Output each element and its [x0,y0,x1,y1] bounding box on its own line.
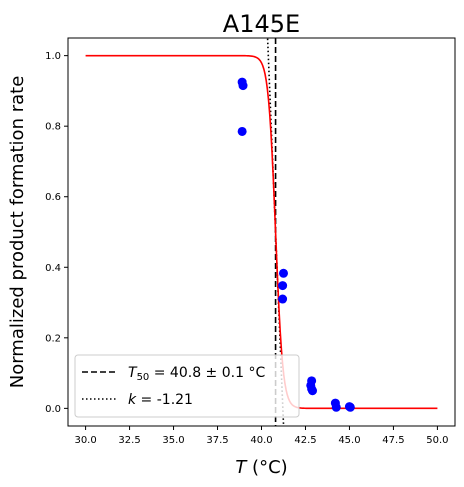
x-tick-label: 32.5 [118,435,140,446]
legend-box [74,354,300,418]
data-point [237,126,247,136]
x-tick-label: 47.5 [382,435,404,446]
chart-title: A145E [223,10,300,38]
legend-label-t50: T50 = 40.8 ± 0.1 °C [128,365,265,383]
data-points [237,77,355,412]
y-axis-label: Normalized product formation rate [7,76,28,389]
y-tick-label: 0.4 [45,263,61,274]
fit-curve [85,54,438,410]
x-axis-ticks: 30.0 32.5 35.0 37.5 40.0 42.5 45.0 47.5 50.0 [74,426,449,446]
y-tick-label: 0.2 [45,333,61,344]
data-point [238,81,248,91]
y-tick-label: 0.0 [45,404,61,415]
y-tick-label: 0.6 [45,192,61,203]
legend: T50 = 40.8 ± 0.1 °C k = -1.21 [74,354,300,418]
x-tick-label: 30.0 [74,435,96,446]
data-point [308,386,318,396]
y-axis-ticks: 0.0 0.2 0.4 0.6 0.8 1.0 [45,51,68,415]
x-tick-label: 45.0 [338,435,360,446]
legend-label-k: k = -1.21 [128,392,193,408]
x-tick-label: 42.5 [294,435,316,446]
data-point [278,294,288,304]
data-point [345,402,355,412]
plot-area [85,38,438,426]
data-point [331,402,341,412]
x-tick-label: 40.0 [250,435,272,446]
x-axis-label: T (°C) [235,457,287,478]
y-tick-label: 0.8 [45,122,61,133]
x-tick-label: 35.0 [162,435,184,446]
x-tick-label: 50.0 [426,435,448,446]
y-tick-label: 1.0 [45,51,61,62]
data-point [278,268,288,278]
data-point [278,281,288,291]
x-tick-label: 37.5 [206,435,228,446]
